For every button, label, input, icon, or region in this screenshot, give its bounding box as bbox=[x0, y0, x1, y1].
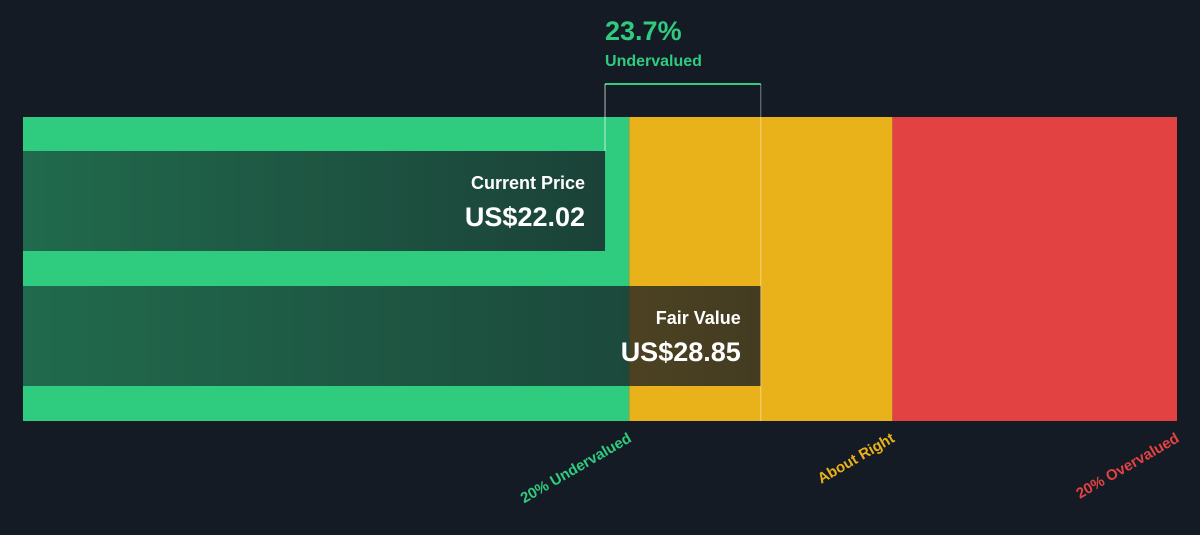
bar-name: Current Price bbox=[471, 173, 585, 193]
bar-name: Fair Value bbox=[656, 308, 741, 328]
value-bar bbox=[23, 151, 606, 251]
zone bbox=[892, 117, 1177, 421]
bar-value-label: US$22.02 bbox=[465, 202, 585, 232]
value-bar bbox=[23, 286, 761, 386]
annotation-text: Undervalued bbox=[605, 53, 702, 70]
annotation-value: 23.7% bbox=[605, 16, 682, 46]
bar-value-label: US$28.85 bbox=[621, 337, 741, 367]
